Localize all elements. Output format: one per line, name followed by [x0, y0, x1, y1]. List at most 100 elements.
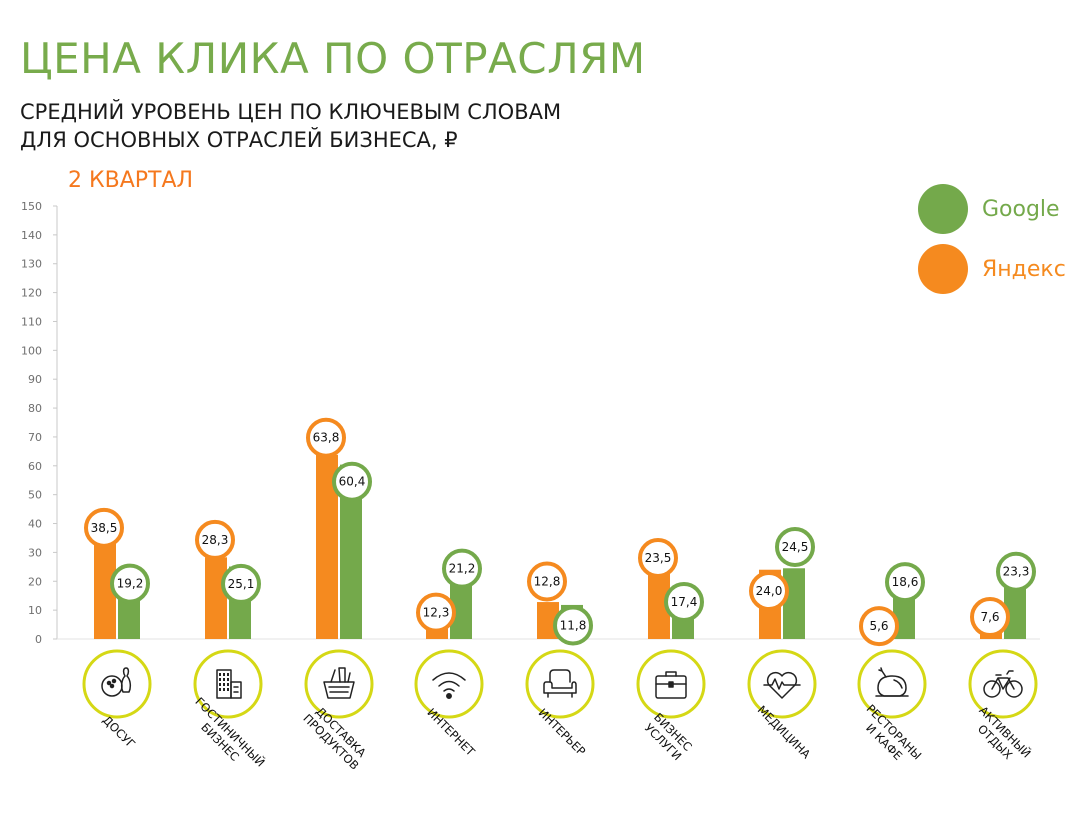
data-label: 60,4: [339, 475, 366, 489]
icon-window: [227, 678, 229, 681]
value-bubble-yandex: 28,3: [195, 519, 235, 560]
icon-stroke: [543, 681, 577, 694]
icon-stroke: [233, 686, 239, 693]
icon-stroke: [111, 678, 117, 684]
value-bubble-yandex: 63,8: [306, 417, 346, 458]
category-label: ДОСУГ: [100, 713, 138, 751]
period-label: 2 КВАРТАЛ: [68, 168, 194, 193]
icon-stroke: [443, 688, 455, 692]
data-label: 23,5: [645, 551, 672, 565]
value-bubble-google-ring: [996, 551, 1036, 592]
value-bubble-google-ring: [664, 581, 704, 622]
value-bubble-google: 11,8: [553, 605, 593, 646]
legend-swatch-yandex: [918, 244, 968, 294]
icon-stroke: [323, 681, 355, 699]
value-bubble-yandex: 7,6: [970, 597, 1010, 638]
icon-window: [223, 683, 225, 686]
icon-stroke: [446, 693, 452, 699]
y-tick-label: 140: [21, 229, 42, 242]
y-tick-label: 120: [21, 287, 42, 300]
bar-yandex: [648, 571, 670, 639]
value-bubble-yandex-ring: [859, 606, 899, 647]
y-tick-label: 50: [28, 489, 42, 502]
value-bubble-google-ring: [442, 548, 482, 589]
value-bubble-yandex: 12,8: [527, 561, 567, 602]
icon-stroke: [991, 677, 1015, 690]
data-label: 24,5: [782, 540, 809, 554]
icon-stroke: [120, 667, 132, 693]
icon-stroke: [432, 672, 466, 681]
category-label-line: ДОСУГ: [100, 713, 138, 751]
bar-yandex: [316, 454, 338, 639]
value-bubble-yandex-ring: [638, 537, 678, 578]
bar-google: [783, 568, 805, 639]
value-bubble-google: 24,5: [775, 526, 815, 567]
data-label: 19,2: [117, 577, 144, 591]
y-tick-label: 100: [21, 344, 42, 357]
armchair-icon: [525, 649, 595, 719]
chart-subtitle: СРЕДНИЙ УРОВЕНЬ ЦЕН ПО КЛЮЧЕВЫМ СЛОВАМ Д…: [20, 98, 561, 154]
value-bubble-google: 23,3: [996, 551, 1036, 592]
data-label: 28,3: [202, 533, 229, 547]
icon-window: [223, 688, 225, 691]
value-bubble-yandex: 38,5: [84, 507, 124, 548]
value-bubble-google-ring: [775, 526, 815, 567]
value-bubble-yandex: 23,5: [638, 537, 678, 578]
bar-google: [450, 577, 472, 639]
y-tick-label: 60: [28, 460, 42, 473]
icon-ring: [857, 649, 927, 719]
data-label: 21,2: [449, 562, 476, 576]
hotel-building-icon: [193, 649, 263, 719]
icon-window: [227, 673, 229, 676]
value-bubble-google: 21,2: [442, 548, 482, 589]
icon-stroke: [763, 678, 801, 690]
data-label: 63,8: [313, 431, 340, 445]
bowling-icon: [82, 649, 152, 719]
y-tick-label: 80: [28, 402, 42, 415]
data-label: 11,8: [560, 618, 587, 632]
data-label: 25,1: [228, 577, 255, 591]
data-label: 17,4: [671, 595, 698, 609]
wifi-icon: [414, 649, 484, 719]
data-label: 24,0: [756, 584, 783, 598]
y-tick-label: 90: [28, 373, 42, 386]
data-label: 38,5: [91, 521, 118, 535]
icon-ring: [414, 649, 484, 719]
value-bubble-google: 19,2: [110, 563, 150, 604]
y-tick-label: 130: [21, 258, 42, 271]
icon-ring: [304, 649, 374, 719]
icon-stroke: [230, 681, 242, 699]
y-tick-label: 70: [28, 431, 42, 444]
icon-stroke: [766, 671, 798, 699]
value-bubble-yandex-ring: [416, 592, 456, 633]
briefcase-icon: [636, 649, 706, 719]
icon-ring: [525, 649, 595, 719]
value-bubble-google-ring: [110, 563, 150, 604]
data-label: 7,6: [980, 610, 999, 624]
value-bubble-yandex: 5,6: [859, 606, 899, 647]
icon-stroke: [655, 675, 687, 699]
icon-stroke: [106, 680, 112, 686]
y-tick-label: 0: [35, 633, 42, 646]
icon-stroke: [878, 667, 887, 678]
value-bubble-yandex-ring: [195, 519, 235, 560]
value-bubble-yandex-ring: [970, 597, 1010, 638]
data-label: 12,3: [423, 606, 450, 620]
value-bubble-google-ring: [885, 562, 925, 603]
grocery-basket-icon: [304, 649, 374, 719]
icon-stroke: [438, 680, 460, 687]
value-bubble-google: 25,1: [221, 563, 261, 604]
data-label: 5,6: [869, 619, 888, 633]
legend-swatch-google: [918, 184, 968, 234]
bicycle-icon: [968, 649, 1038, 719]
icon-stroke: [109, 683, 115, 689]
icon-stroke: [328, 686, 350, 693]
y-tick-label: 20: [28, 575, 42, 588]
roast-chicken-icon: [857, 649, 927, 719]
value-bubble-yandex-ring: [306, 417, 346, 458]
data-label: 23,3: [1003, 565, 1030, 579]
bar-yandex: [205, 557, 227, 639]
value-bubble-google: 18,6: [885, 562, 925, 603]
